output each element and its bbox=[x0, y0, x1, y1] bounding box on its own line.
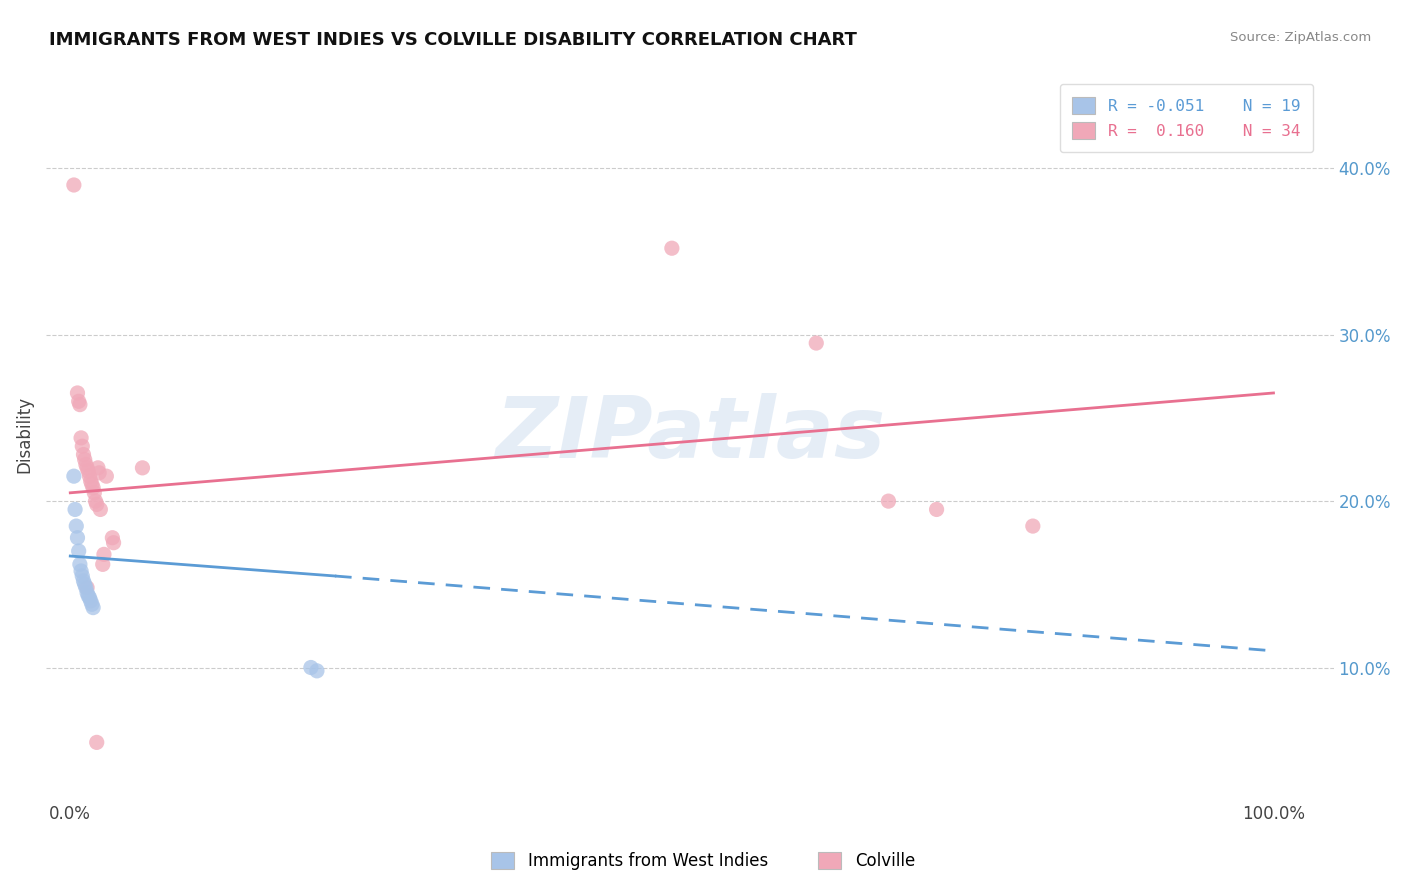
Point bbox=[84, 494, 107, 508]
Y-axis label: Disability: Disability bbox=[15, 396, 32, 473]
Point bbox=[877, 494, 900, 508]
Point bbox=[76, 581, 98, 595]
Point bbox=[63, 469, 86, 483]
Legend: R = -0.051    N = 19, R =  0.160    N = 34: R = -0.051 N = 19, R = 0.160 N = 34 bbox=[1060, 84, 1313, 153]
Point bbox=[305, 664, 328, 678]
Point bbox=[80, 597, 103, 611]
Legend: Immigrants from West Indies, Colville: Immigrants from West Indies, Colville bbox=[485, 845, 921, 877]
Point bbox=[91, 558, 114, 572]
Point bbox=[96, 469, 118, 483]
Point bbox=[79, 469, 101, 483]
Point bbox=[89, 502, 111, 516]
Point bbox=[82, 600, 104, 615]
Point bbox=[67, 544, 90, 558]
Point bbox=[89, 466, 111, 480]
Point bbox=[76, 460, 98, 475]
Point bbox=[80, 594, 103, 608]
Point bbox=[925, 502, 948, 516]
Point bbox=[66, 531, 89, 545]
Text: IMMIGRANTS FROM WEST INDIES VS COLVILLE DISABILITY CORRELATION CHART: IMMIGRANTS FROM WEST INDIES VS COLVILLE … bbox=[49, 31, 858, 49]
Point bbox=[76, 585, 98, 599]
Point bbox=[66, 386, 89, 401]
Point bbox=[70, 431, 93, 445]
Point bbox=[86, 498, 108, 512]
Point bbox=[72, 569, 94, 583]
Text: ZIPatlas: ZIPatlas bbox=[495, 393, 884, 476]
Point bbox=[72, 439, 94, 453]
Point bbox=[77, 464, 100, 478]
Point bbox=[806, 336, 828, 351]
Point bbox=[80, 474, 103, 488]
Point bbox=[299, 660, 322, 674]
Point bbox=[82, 481, 104, 495]
Point bbox=[65, 519, 87, 533]
Point bbox=[87, 460, 110, 475]
Point bbox=[63, 502, 86, 516]
Point bbox=[86, 735, 108, 749]
Point bbox=[83, 485, 105, 500]
Point bbox=[70, 564, 93, 578]
Point bbox=[75, 458, 97, 472]
Point bbox=[67, 394, 90, 409]
Point bbox=[93, 547, 115, 561]
Point bbox=[101, 531, 124, 545]
Point bbox=[69, 398, 91, 412]
Point bbox=[72, 574, 94, 588]
Point bbox=[75, 581, 97, 595]
Point bbox=[63, 178, 86, 192]
Point bbox=[79, 591, 101, 605]
Point bbox=[72, 448, 94, 462]
Point bbox=[661, 241, 683, 255]
Point bbox=[73, 577, 96, 591]
Text: Source: ZipAtlas.com: Source: ZipAtlas.com bbox=[1230, 31, 1371, 45]
Point bbox=[1022, 519, 1045, 533]
Point bbox=[77, 589, 100, 603]
Point bbox=[69, 558, 91, 572]
Point bbox=[103, 535, 125, 549]
Point bbox=[131, 460, 153, 475]
Point bbox=[80, 477, 103, 491]
Point bbox=[73, 452, 96, 467]
